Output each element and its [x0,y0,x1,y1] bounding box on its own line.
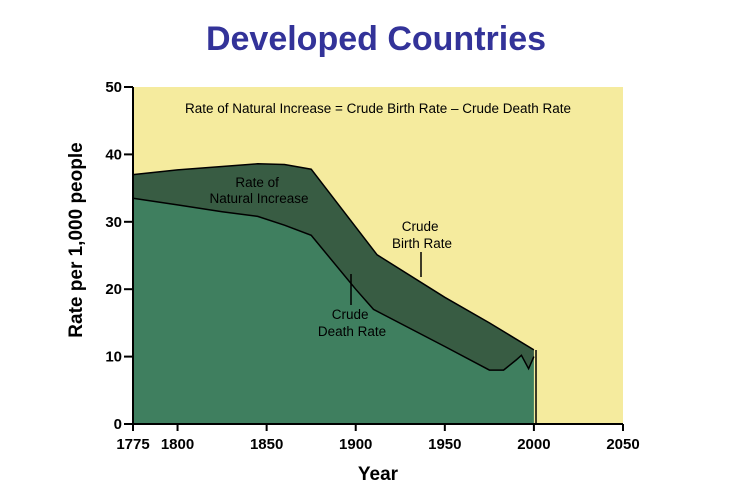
death-rate-label-line2: Death Rate [318,324,386,339]
birth-rate-label: Crude Birth Rate [392,219,452,251]
death-rate-label: Crude Death Rate [318,307,386,339]
x-ticks: 1775 1800 1850 1900 1950 2000 2050 [116,424,640,453]
y-tick-label: 50 [105,79,122,96]
death-rate-label-line1: Crude [332,307,369,322]
death-rate-area [133,198,534,424]
y-tick-label: 40 [105,146,122,163]
y-ticks: 0 10 20 30 40 50 [105,79,133,433]
x-tick-label: 1800 [161,436,194,453]
natural-increase-label-line2: Natural Increase [209,191,308,206]
y-tick-label: 0 [114,416,122,433]
birth-rate-label-line2: Birth Rate [392,236,452,251]
birth-rate-line [132,163,535,351]
x-tick-label: 1950 [428,436,461,453]
natural-increase-label-line1: Rate of [235,175,279,190]
natural-increase-label: Rate of Natural Increase [209,175,308,206]
x-tick-label: 1850 [250,436,283,453]
y-tick-label: 30 [105,214,122,231]
natural-increase-area [133,163,534,371]
birth-rate-label-line1: Crude [402,219,439,234]
death-rate-line [132,197,535,371]
x-tick-label: 1775 [116,436,149,453]
chart-title: Developed Countries [206,20,546,58]
x-tick-label: 1900 [339,436,372,453]
x-axis-label: Year [358,464,399,485]
x-tick-label: 2050 [606,436,639,453]
y-tick-label: 20 [105,281,122,298]
y-tick-label: 10 [105,349,122,366]
y-axis-label: Rate per 1,000 people [66,142,87,337]
x-tick-label: 2000 [517,436,550,453]
subtitle: Rate of Natural Increase = Crude Birth R… [185,101,571,116]
